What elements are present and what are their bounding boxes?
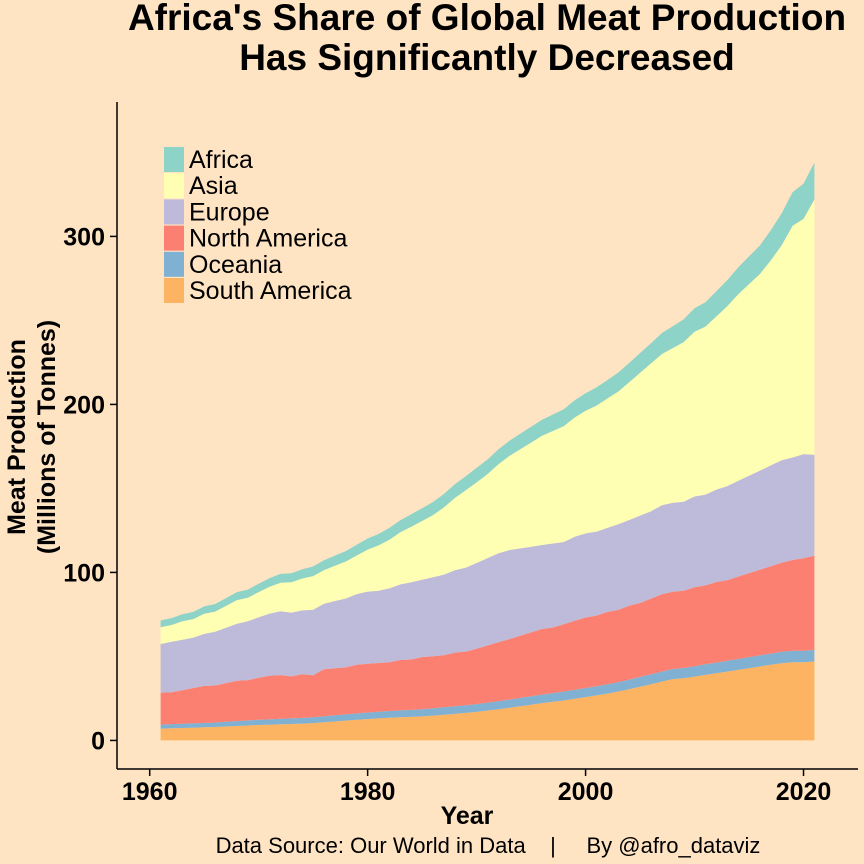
y-axis-title-line-2: (Millions of Tonnes) — [33, 320, 61, 554]
legend-swatch-south-america — [164, 278, 184, 303]
area-oceania — [160, 649, 815, 729]
chart-title-line-1: Africa's Share of Global Meat Production — [128, 0, 846, 38]
x-ticks: 1960 1980 2000 2020 — [122, 769, 831, 806]
y-ticks: 0 100 200 300 — [63, 223, 117, 755]
legend-label: Africa — [189, 146, 253, 174]
legend-swatch-north-america — [164, 225, 184, 251]
y-tick-label: 300 — [63, 223, 105, 251]
x-tick-label: 1960 — [122, 778, 178, 806]
legend-swatch-asia — [164, 173, 184, 199]
x-tick-label: 1980 — [340, 778, 396, 806]
legend-label: Asia — [189, 172, 238, 200]
x-tick-label: 2000 — [558, 778, 614, 806]
area-south-america — [160, 661, 815, 741]
legend-label: North America — [189, 225, 347, 253]
legend-swatch-oceania — [164, 251, 184, 277]
legend-swatch-africa — [164, 147, 184, 172]
area-north-america — [160, 555, 815, 725]
chart-title-line-2: Has Significantly Decreased — [239, 37, 735, 78]
y-tick-label: 0 — [91, 727, 105, 755]
legend-label: Europe — [189, 198, 270, 226]
caption: Data Source: Our World in Data | By @afr… — [216, 833, 761, 858]
legend-swatch-europe — [164, 199, 184, 225]
stacked-areas — [160, 162, 815, 741]
area-europe — [160, 454, 815, 693]
y-tick-label: 100 — [63, 559, 105, 587]
legend-label: Oceania — [189, 251, 282, 279]
area-asia — [160, 199, 815, 644]
x-axis-title: Year — [441, 802, 494, 830]
legend-label: South America — [189, 277, 352, 305]
x-tick-label: 2020 — [776, 778, 832, 806]
y-tick-label: 200 — [63, 391, 105, 419]
y-axis-title-line-1: Meat Production — [3, 339, 31, 535]
